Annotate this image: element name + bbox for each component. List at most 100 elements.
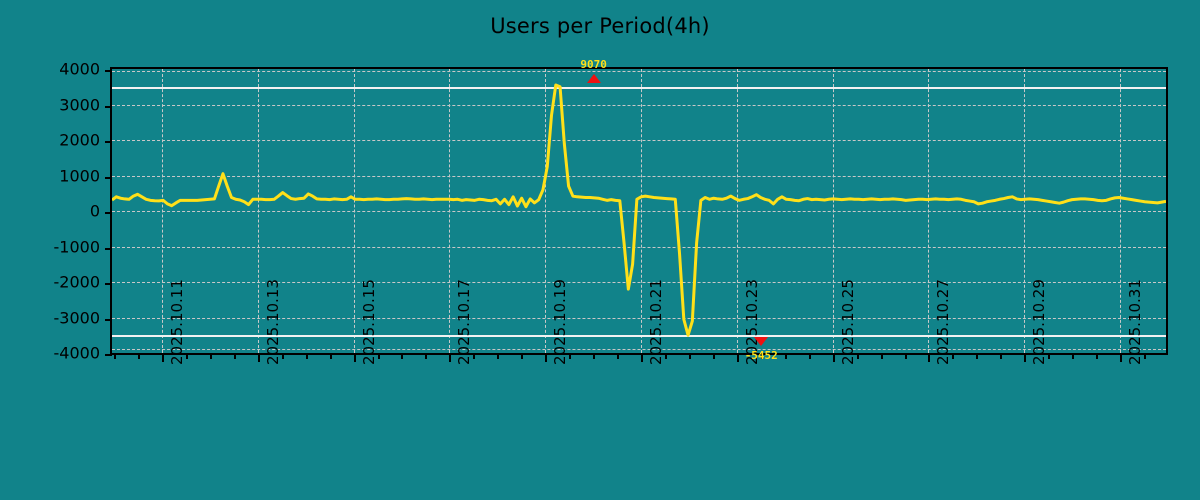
gridline-horizontal <box>112 349 1166 350</box>
y-axis-tick <box>105 247 112 250</box>
gridline-vertical <box>353 69 355 353</box>
y-axis-label: 3000 <box>59 95 100 114</box>
x-axis-tick-minor <box>401 353 404 359</box>
x-axis-tick-minor <box>257 353 260 359</box>
x-axis-label: 2025.10.15 <box>359 279 378 365</box>
x-axis-tick-minor <box>377 353 380 359</box>
x-axis-tick-minor <box>880 353 883 359</box>
gridline-vertical <box>545 69 547 353</box>
y-axis-label: 0 <box>89 201 100 221</box>
x-axis-tick-minor <box>808 353 811 359</box>
x-axis-tick-minor <box>856 353 859 359</box>
y-axis-labels: 4000 3000 2000 1000 0 -1000 -2000 -3000 -4000 <box>0 0 101 500</box>
x-axis-tick-minor <box>521 353 524 359</box>
series-polyline <box>112 83 1166 337</box>
y-axis-label: -2000 <box>53 272 101 292</box>
x-axis-tick-minor <box>976 353 979 359</box>
gridline-vertical <box>832 69 834 353</box>
lower-limit-line <box>112 335 1166 338</box>
gridline-vertical <box>1024 69 1026 353</box>
plot-area <box>105 67 1168 356</box>
x-axis-tick-minor <box>1024 353 1027 359</box>
x-axis-label: 2025.10.17 <box>455 279 474 365</box>
x-axis-tick-minor <box>329 353 332 359</box>
x-axis-tick-minor <box>497 353 500 359</box>
x-axis-tick-minor <box>137 353 140 359</box>
gridline-vertical <box>257 69 259 353</box>
x-axis-tick-minor <box>545 353 548 359</box>
x-axis-tick-minor <box>209 353 212 359</box>
gridline-horizontal <box>112 317 1166 319</box>
y-axis-tick <box>105 141 112 143</box>
gridline-vertical <box>161 69 163 353</box>
gridline-horizontal <box>112 71 1166 72</box>
max-value-label: 9070 <box>580 57 607 71</box>
x-axis-label: 2025.10.31 <box>1126 279 1145 365</box>
x-axis-tick-minor <box>425 353 428 359</box>
y-axis-tick <box>105 176 112 179</box>
y-axis-label: 4000 <box>59 59 100 79</box>
gridline-vertical <box>736 69 738 353</box>
gridline-horizontal <box>112 140 1166 141</box>
gridline-vertical <box>641 69 642 353</box>
x-axis-tick-minor <box>353 353 356 359</box>
gridline-horizontal <box>112 175 1166 177</box>
x-axis-tick-minor <box>760 353 763 359</box>
x-axis-tick-minor <box>928 353 931 359</box>
x-axis-tick-minor <box>1144 353 1147 359</box>
x-axis-tick-minor <box>1120 353 1123 359</box>
x-axis-tick-minor <box>473 353 476 359</box>
gridline-vertical <box>1120 69 1122 353</box>
y-axis-label: -3000 <box>53 308 101 327</box>
x-axis-label: 2025.10.25 <box>838 279 857 365</box>
x-axis-tick-minor <box>617 353 620 359</box>
gridline-horizontal <box>112 211 1166 212</box>
x-axis-tick-minor <box>1000 353 1003 359</box>
y-axis-label: 2000 <box>59 130 100 150</box>
x-axis-tick-minor <box>904 353 907 359</box>
x-axis-tick-minor <box>641 353 643 359</box>
x-axis-tick-minor <box>1072 353 1075 359</box>
x-axis-tick-minor <box>305 353 308 359</box>
y-axis-tick <box>105 212 112 214</box>
x-axis-tick-minor <box>832 353 835 359</box>
x-axis-label: 2025.10.21 <box>647 279 665 365</box>
gridline-horizontal <box>112 104 1166 106</box>
x-axis-tick-minor <box>114 353 116 359</box>
gridline-vertical <box>928 69 930 353</box>
x-axis-tick-minor <box>593 353 596 359</box>
x-axis-tick-minor <box>281 353 284 359</box>
x-axis-tick-minor <box>664 353 667 359</box>
plot-inner <box>112 69 1166 353</box>
max-marker-triangle-up <box>586 73 601 83</box>
x-axis-tick-minor <box>952 353 955 359</box>
min-value-label: -5452 <box>744 349 778 363</box>
gridline-vertical <box>449 69 451 353</box>
gridline-horizontal <box>112 282 1166 283</box>
x-axis-tick-minor <box>1096 353 1099 359</box>
min-marker-triangle-down <box>754 337 769 347</box>
x-axis-tick-minor <box>449 353 452 359</box>
y-axis-label: -1000 <box>53 237 101 256</box>
x-axis-tick-minor <box>688 353 691 359</box>
x-axis-tick-minor <box>712 353 715 359</box>
x-axis-tick-minor <box>736 353 739 359</box>
x-axis-label: 2025.10.19 <box>551 279 570 365</box>
x-axis-label: 2025.10.29 <box>1030 279 1049 365</box>
x-axis-tick-minor <box>569 353 572 359</box>
y-axis-tick <box>105 318 112 321</box>
x-axis-tick-minor <box>784 353 787 359</box>
y-axis-tick <box>105 283 112 285</box>
y-axis-label: -4000 <box>53 343 101 363</box>
y-axis-tick <box>105 105 112 108</box>
gridline-horizontal <box>112 246 1166 248</box>
chart-title: Users per Period(4h) <box>490 14 710 38</box>
data-series-line <box>112 83 1166 337</box>
upper-limit-line <box>112 86 1166 89</box>
x-axis-tick-minor <box>185 353 188 359</box>
y-axis-label: 1000 <box>59 166 100 185</box>
x-axis-tick-minor <box>161 353 164 359</box>
x-axis-tick-minor <box>1048 353 1051 359</box>
x-axis-label: 2025.10.13 <box>263 279 282 365</box>
